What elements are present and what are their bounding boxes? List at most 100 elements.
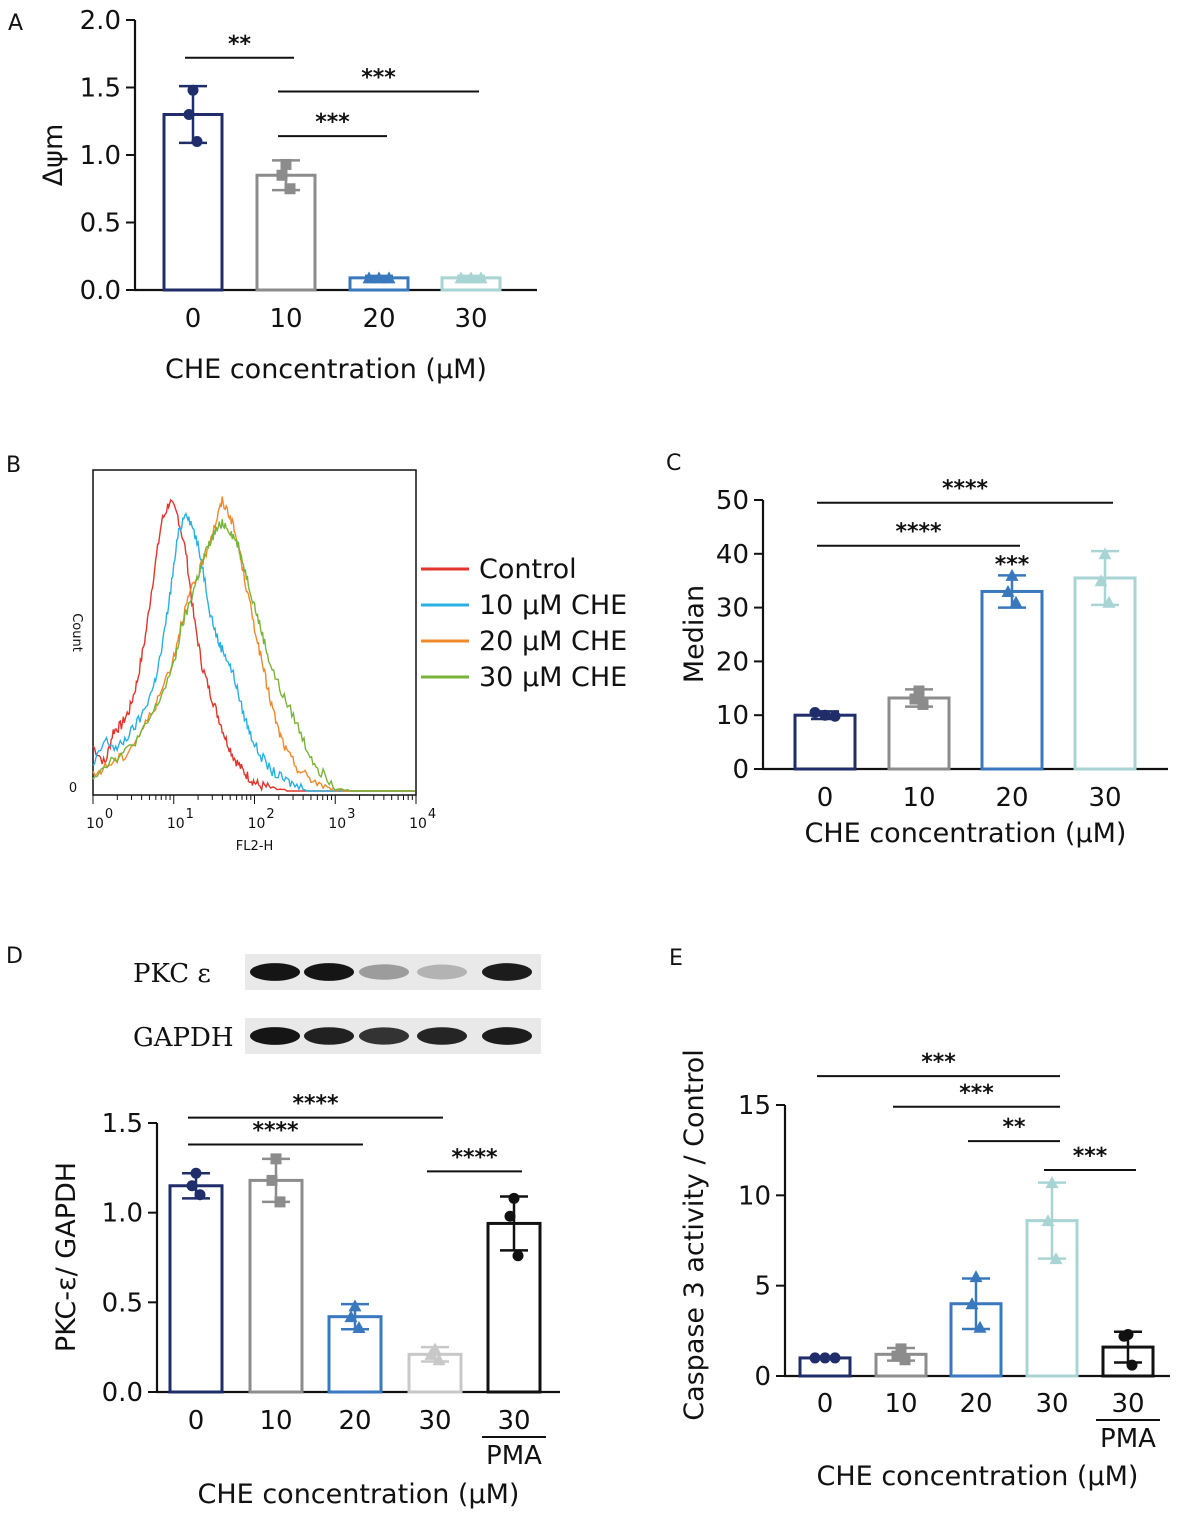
x-tick-label: 30 (1111, 1389, 1144, 1419)
bar-annotation: *** (995, 552, 1030, 577)
data-point (1009, 595, 1023, 608)
data-point (274, 1196, 286, 1208)
data-point (280, 158, 292, 170)
y-tick-label: 0.0 (102, 1378, 143, 1408)
x-tick-exponent: 1 (186, 807, 194, 822)
data-point (895, 1343, 907, 1355)
data-point (424, 1347, 438, 1360)
panel-d: D0.00.51.01.50 10 20 30 30PMA************PKC… (6, 944, 560, 1510)
x-tick-label: 0 (817, 783, 834, 813)
panel-letter: A (8, 11, 23, 36)
data-point (909, 693, 921, 705)
panel-letter: C (666, 451, 681, 476)
data-point (352, 1320, 366, 1333)
data-point (432, 1353, 446, 1366)
x-sublabel: PMA (486, 1441, 542, 1471)
x-tick-label: 10 (409, 816, 427, 832)
data-point (819, 709, 831, 721)
series-line (92, 498, 415, 793)
blot-row-label: GAPDH (133, 1023, 234, 1053)
data-point (969, 1270, 983, 1283)
x-tick-label: 10 (167, 816, 185, 832)
blot-row-label: PKC ε (133, 959, 211, 989)
x-tick-label: 20 (338, 1406, 371, 1436)
significance-label: ** (228, 32, 252, 57)
y-tick-label: 1.0 (102, 1199, 143, 1229)
y-tick-label: 0.5 (102, 1288, 143, 1318)
x-tick-exponent: 0 (105, 807, 113, 822)
data-point (186, 1180, 198, 1192)
y-tick-label: 0 (732, 755, 749, 785)
data-point (276, 169, 288, 181)
bar-0 (168, 1184, 224, 1394)
data-point (1102, 595, 1116, 608)
data-point (809, 707, 821, 719)
significance-label: **** (292, 1092, 339, 1117)
y-tick-label: 10 (738, 1181, 771, 1211)
data-point (194, 1189, 206, 1201)
data-point (973, 1320, 987, 1333)
x-tick-label: 10 (248, 816, 266, 832)
data-point (454, 271, 468, 284)
x-tick-label: 20 (959, 1389, 992, 1419)
blot-band (417, 1027, 467, 1045)
x-tick-label: 30 (454, 304, 487, 334)
bar-0 (793, 713, 857, 771)
western-blot: PKC ε GAPDH (133, 954, 541, 1054)
y-axis-title: Count (69, 613, 84, 652)
data-point (913, 685, 925, 697)
data-point (819, 1352, 831, 1364)
y-tick-label: 1.5 (102, 1109, 143, 1139)
significance-label: *** (315, 110, 350, 135)
data-point (891, 1350, 903, 1362)
y-tick-label: 40 (716, 540, 749, 570)
data-point (1041, 1214, 1055, 1227)
x-tick-exponent: 4 (428, 807, 436, 822)
significance-label: **** (252, 1119, 299, 1144)
data-point (190, 1167, 202, 1179)
y-tick-label: 1.0 (80, 141, 121, 171)
x-tick-label: 30 (1088, 783, 1121, 813)
significance-label: *** (361, 66, 396, 91)
series-line (92, 496, 415, 792)
y-tick-label: 0 (754, 1362, 771, 1392)
data-point (504, 1210, 516, 1222)
significance-label: *** (959, 1081, 994, 1106)
blot-band (304, 1027, 354, 1045)
bar-2 (980, 589, 1044, 771)
x-tick-exponent: 3 (347, 807, 355, 822)
y-zero-label: 0 (69, 781, 77, 796)
data-point (1126, 1359, 1138, 1371)
series-line (92, 512, 415, 792)
data-point (1094, 574, 1108, 587)
legend-entry: 20 μM CHE (479, 626, 627, 657)
y-axis-title: Caspase 3 activity / Control (679, 1049, 710, 1421)
y-axis-title: Δψm (38, 124, 69, 187)
y-tick-label: 0.5 (80, 209, 121, 239)
data-point (512, 1250, 524, 1262)
data-point (809, 1352, 821, 1364)
x-tick-label: 10 (884, 1389, 917, 1419)
x-tick-label: 0 (185, 304, 202, 334)
x-tick-label: 10 (902, 783, 935, 813)
data-point (344, 1310, 358, 1323)
x-sublabel: PMA (1100, 1424, 1156, 1454)
data-point (348, 1299, 362, 1312)
blot-band (482, 963, 532, 981)
data-point (829, 710, 841, 722)
x-tick-label: 10 (269, 304, 302, 334)
y-axis-title: PKC-ε/ GAPDH (51, 1162, 82, 1352)
y-tick-label: 1.5 (80, 74, 121, 104)
data-point (474, 271, 488, 284)
blot-band (482, 1027, 532, 1045)
x-tick-label: 30 (497, 1406, 530, 1436)
legend-entry: 30 μM CHE (479, 662, 627, 693)
significance-label: *** (1073, 1144, 1108, 1169)
y-tick-label: 5 (754, 1272, 771, 1302)
series-line (92, 519, 415, 792)
blot-band (250, 1027, 300, 1045)
significance-label: **** (895, 520, 942, 545)
x-axis-title: CHE concentration (μM) (805, 818, 1127, 849)
